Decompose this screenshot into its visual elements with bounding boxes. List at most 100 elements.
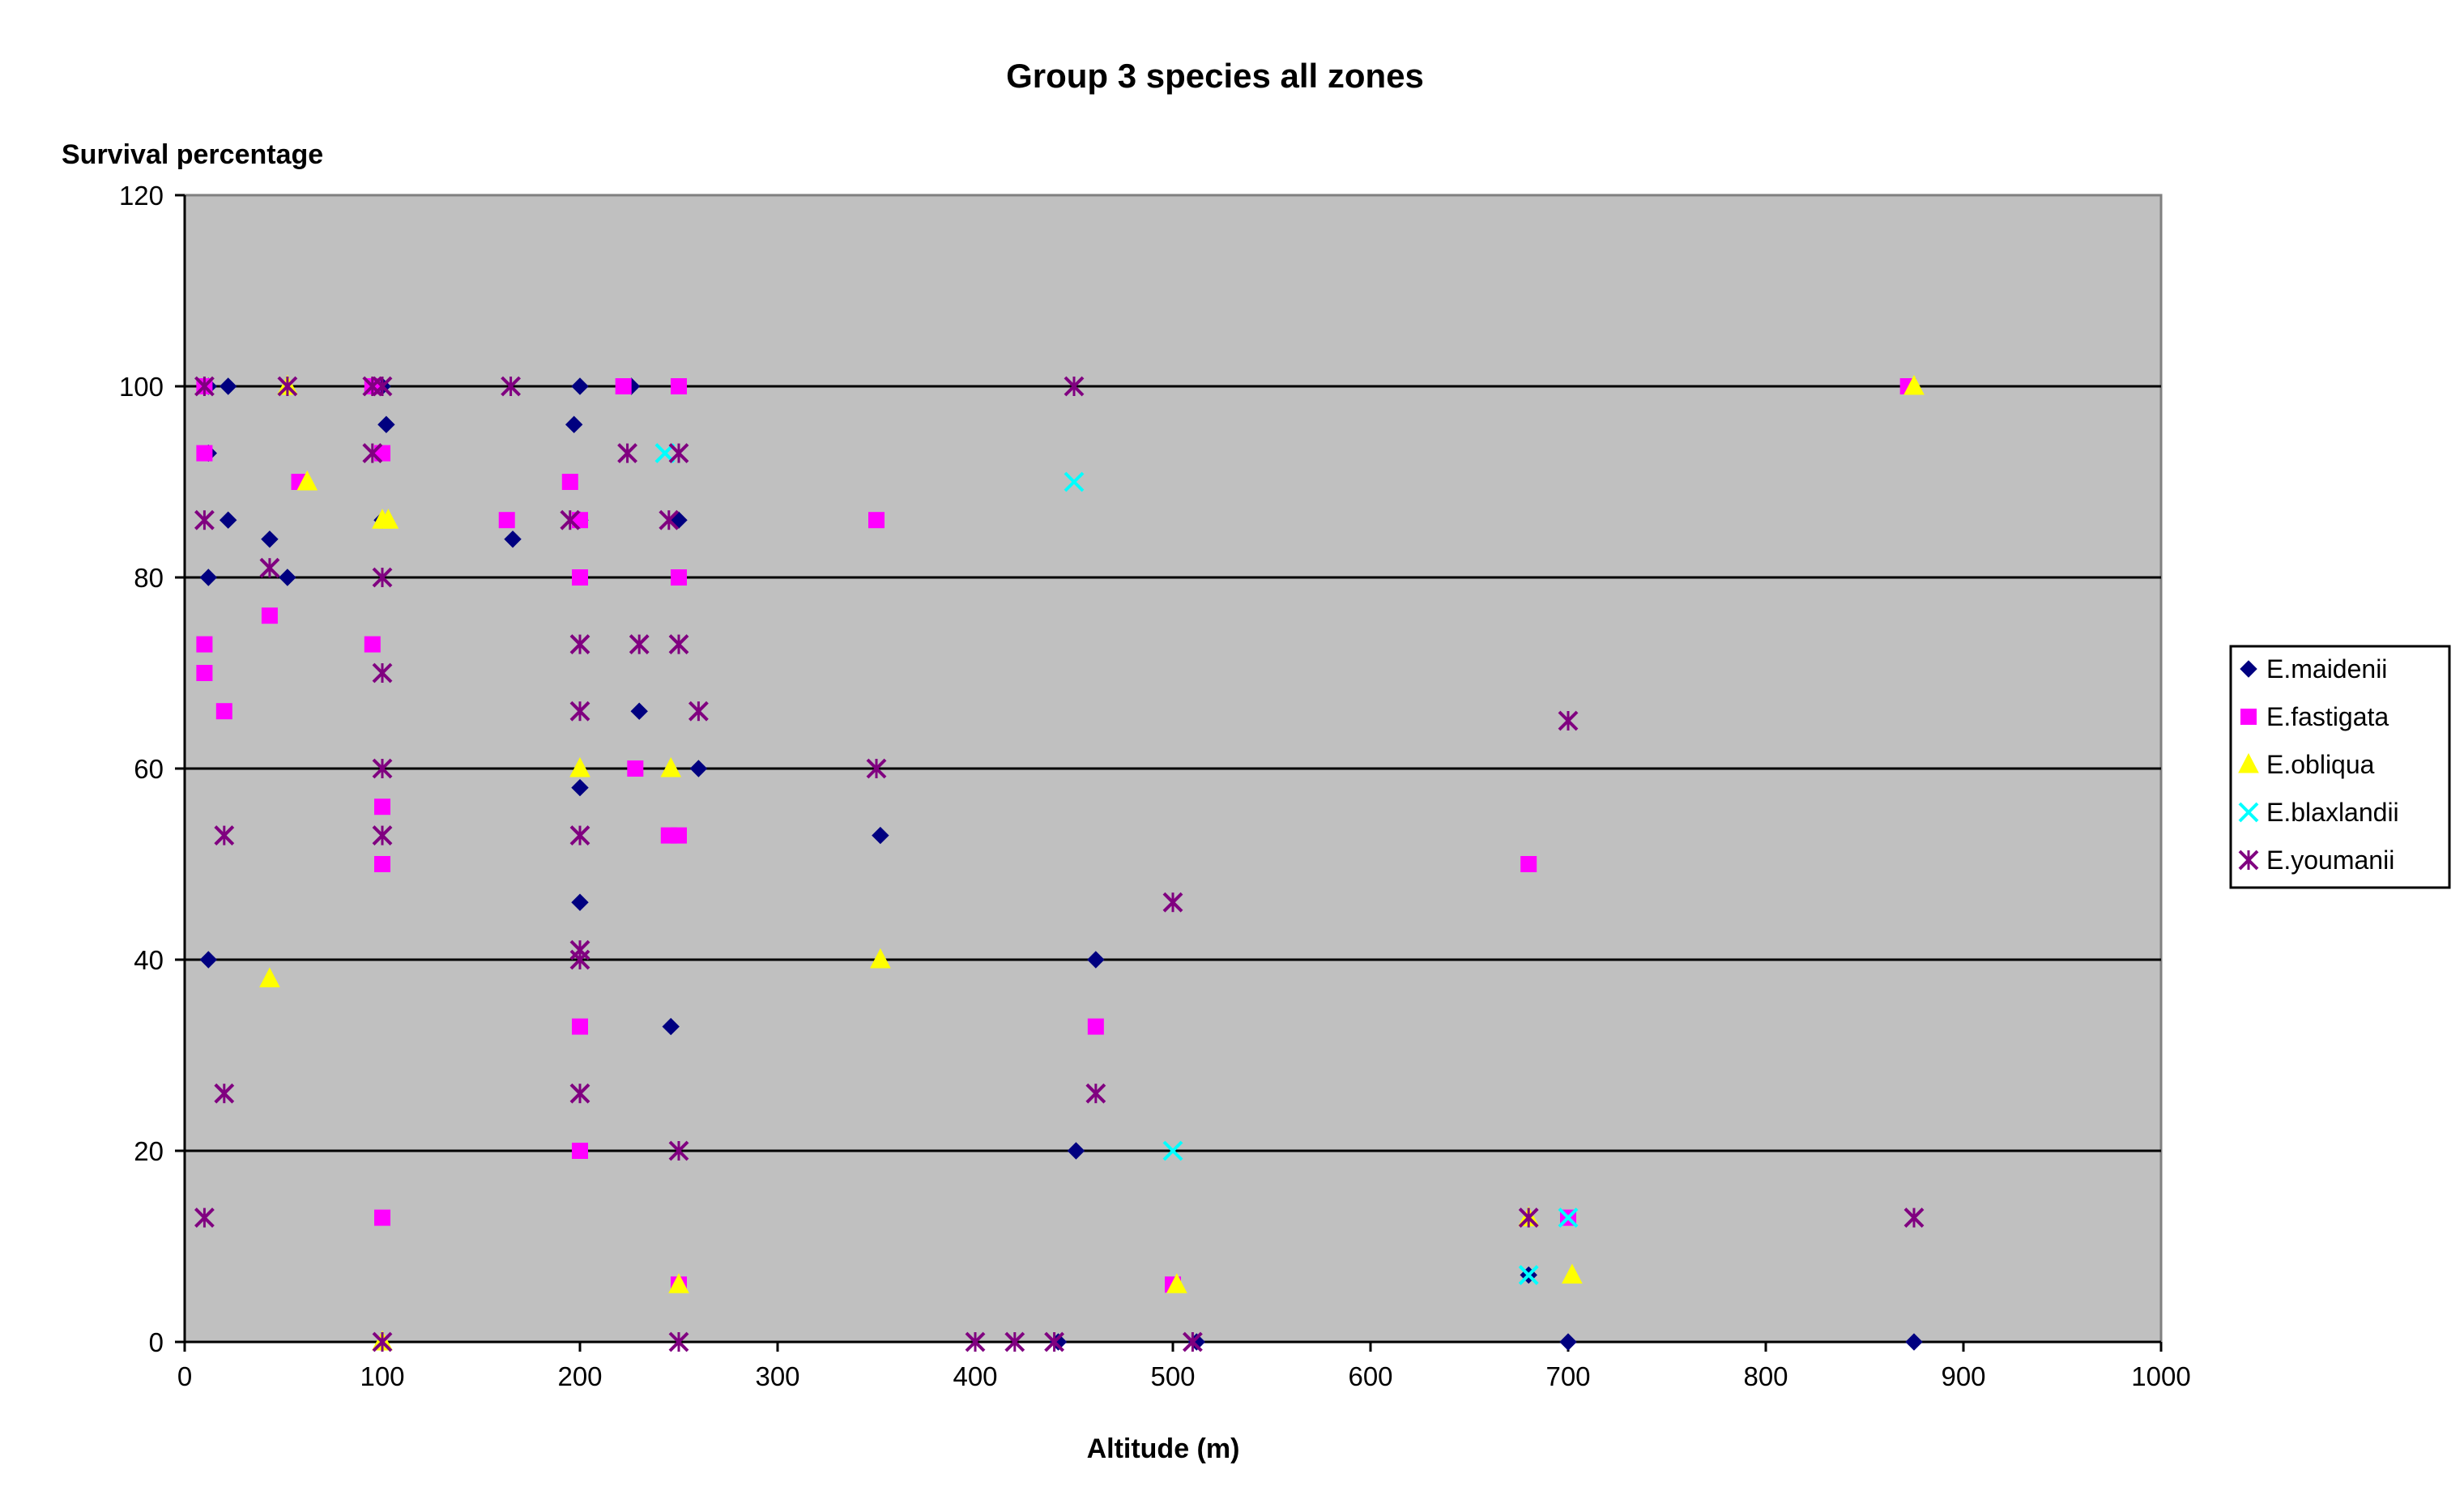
data-point — [561, 474, 578, 490]
data-point — [668, 634, 689, 655]
legend-item: E.obliqua — [2238, 750, 2375, 779]
data-point — [1087, 951, 1105, 969]
data-point — [1067, 1142, 1085, 1160]
data-point — [1162, 892, 1183, 913]
data-point — [498, 512, 515, 529]
legend-label: E.obliqua — [2266, 750, 2375, 779]
data-point — [1903, 374, 1925, 395]
legend-item: E.blaxlandii — [2238, 798, 2399, 827]
data-point — [364, 636, 381, 653]
data-point — [214, 1083, 235, 1104]
data-point — [377, 509, 399, 529]
data-point — [1085, 1083, 1106, 1104]
x-tick-label: 100 — [360, 1361, 404, 1391]
data-point — [565, 415, 583, 433]
data-point — [504, 530, 522, 548]
data-point — [615, 378, 632, 394]
data-point — [627, 760, 644, 777]
data-point — [214, 825, 235, 846]
data-point — [199, 569, 217, 586]
data-point — [872, 826, 889, 845]
data-point — [572, 1143, 588, 1159]
data-point — [569, 825, 590, 846]
data-point — [219, 511, 237, 529]
data-point — [277, 376, 298, 397]
data-point — [662, 1017, 680, 1036]
legend-item: E.fastigata — [2240, 702, 2389, 731]
x-tick-label: 600 — [1348, 1361, 1392, 1391]
data-point — [668, 1331, 689, 1352]
data-point — [1162, 1140, 1183, 1161]
data-point — [215, 703, 232, 720]
data-point — [868, 512, 885, 529]
data-point — [194, 509, 215, 530]
data-point — [571, 377, 589, 395]
data-point — [1905, 1333, 1923, 1351]
data-point — [1166, 1273, 1187, 1293]
data-point — [668, 443, 689, 464]
data-point — [194, 1207, 215, 1229]
data-point — [372, 567, 393, 588]
data-point — [1520, 856, 1537, 872]
legend-marker — [2238, 802, 2259, 823]
data-point — [560, 509, 581, 530]
chart-title: Group 3 species all zones — [1006, 57, 1424, 95]
y-tick-label: 40 — [134, 945, 164, 975]
y-tick-label: 100 — [119, 372, 164, 402]
data-point — [374, 799, 390, 816]
y-tick-label: 120 — [119, 181, 164, 211]
data-point — [668, 1140, 689, 1161]
data-point — [261, 607, 278, 624]
legend-label: E.blaxlandii — [2266, 798, 2399, 827]
data-point — [1518, 1207, 1539, 1229]
tick-labels: 0 20 40 60 80 100 120 0 100 200 300 400 500 600 700 800… — [119, 181, 2191, 1391]
data-point — [372, 825, 393, 846]
data-point — [372, 376, 393, 397]
x-tick-label: 200 — [557, 1361, 602, 1391]
data-point — [1182, 1331, 1203, 1352]
data-point — [1087, 1018, 1104, 1035]
data-point — [377, 415, 395, 433]
x-tick-label: 1000 — [2131, 1361, 2190, 1391]
data-point — [1064, 376, 1085, 397]
legend-label: E.youmanii — [2266, 845, 2394, 875]
data-point — [1559, 1333, 1577, 1351]
y-axis-label: Survival percentage — [62, 139, 323, 170]
data-point — [372, 1331, 393, 1352]
data-point — [571, 893, 589, 911]
data-point — [668, 1273, 689, 1293]
data-point — [1518, 1264, 1539, 1285]
x-tick-label: 900 — [1941, 1361, 1985, 1391]
legend-item: E.youmanii — [2238, 845, 2394, 875]
data-point — [1562, 1263, 1583, 1284]
x-tick-label: 700 — [1545, 1361, 1590, 1391]
data-point — [629, 634, 650, 655]
data-point — [569, 634, 590, 655]
data-point — [362, 443, 383, 464]
x-tick-label: 500 — [1150, 1361, 1195, 1391]
data-point — [372, 758, 393, 779]
x-axis-label: Altitude (m) — [1087, 1433, 1240, 1464]
legend-item: E.maidenii — [2240, 654, 2387, 684]
data-point — [194, 376, 215, 397]
data-point — [965, 1331, 986, 1352]
y-tick-label: 0 — [149, 1327, 164, 1357]
legend: E.maidenii E.fastigata E.obliqua E.blaxland… — [2229, 645, 2451, 889]
y-tick-label: 80 — [134, 563, 164, 593]
data-point — [688, 701, 709, 722]
data-point — [196, 665, 213, 681]
data-point — [630, 702, 648, 720]
data-point — [572, 569, 588, 586]
y-tick-label: 60 — [134, 754, 164, 784]
legend-label: E.fastigata — [2266, 702, 2389, 731]
data-point — [671, 827, 687, 844]
data-point — [1558, 1207, 1579, 1229]
data-point — [372, 662, 393, 684]
data-point — [219, 377, 237, 395]
x-tick-label: 800 — [1743, 1361, 1788, 1391]
x-tick-label: 400 — [953, 1361, 997, 1391]
data-point — [1903, 1207, 1925, 1229]
legend-marker — [2240, 709, 2257, 725]
data-point — [689, 760, 708, 777]
legend-marker — [2240, 660, 2257, 678]
